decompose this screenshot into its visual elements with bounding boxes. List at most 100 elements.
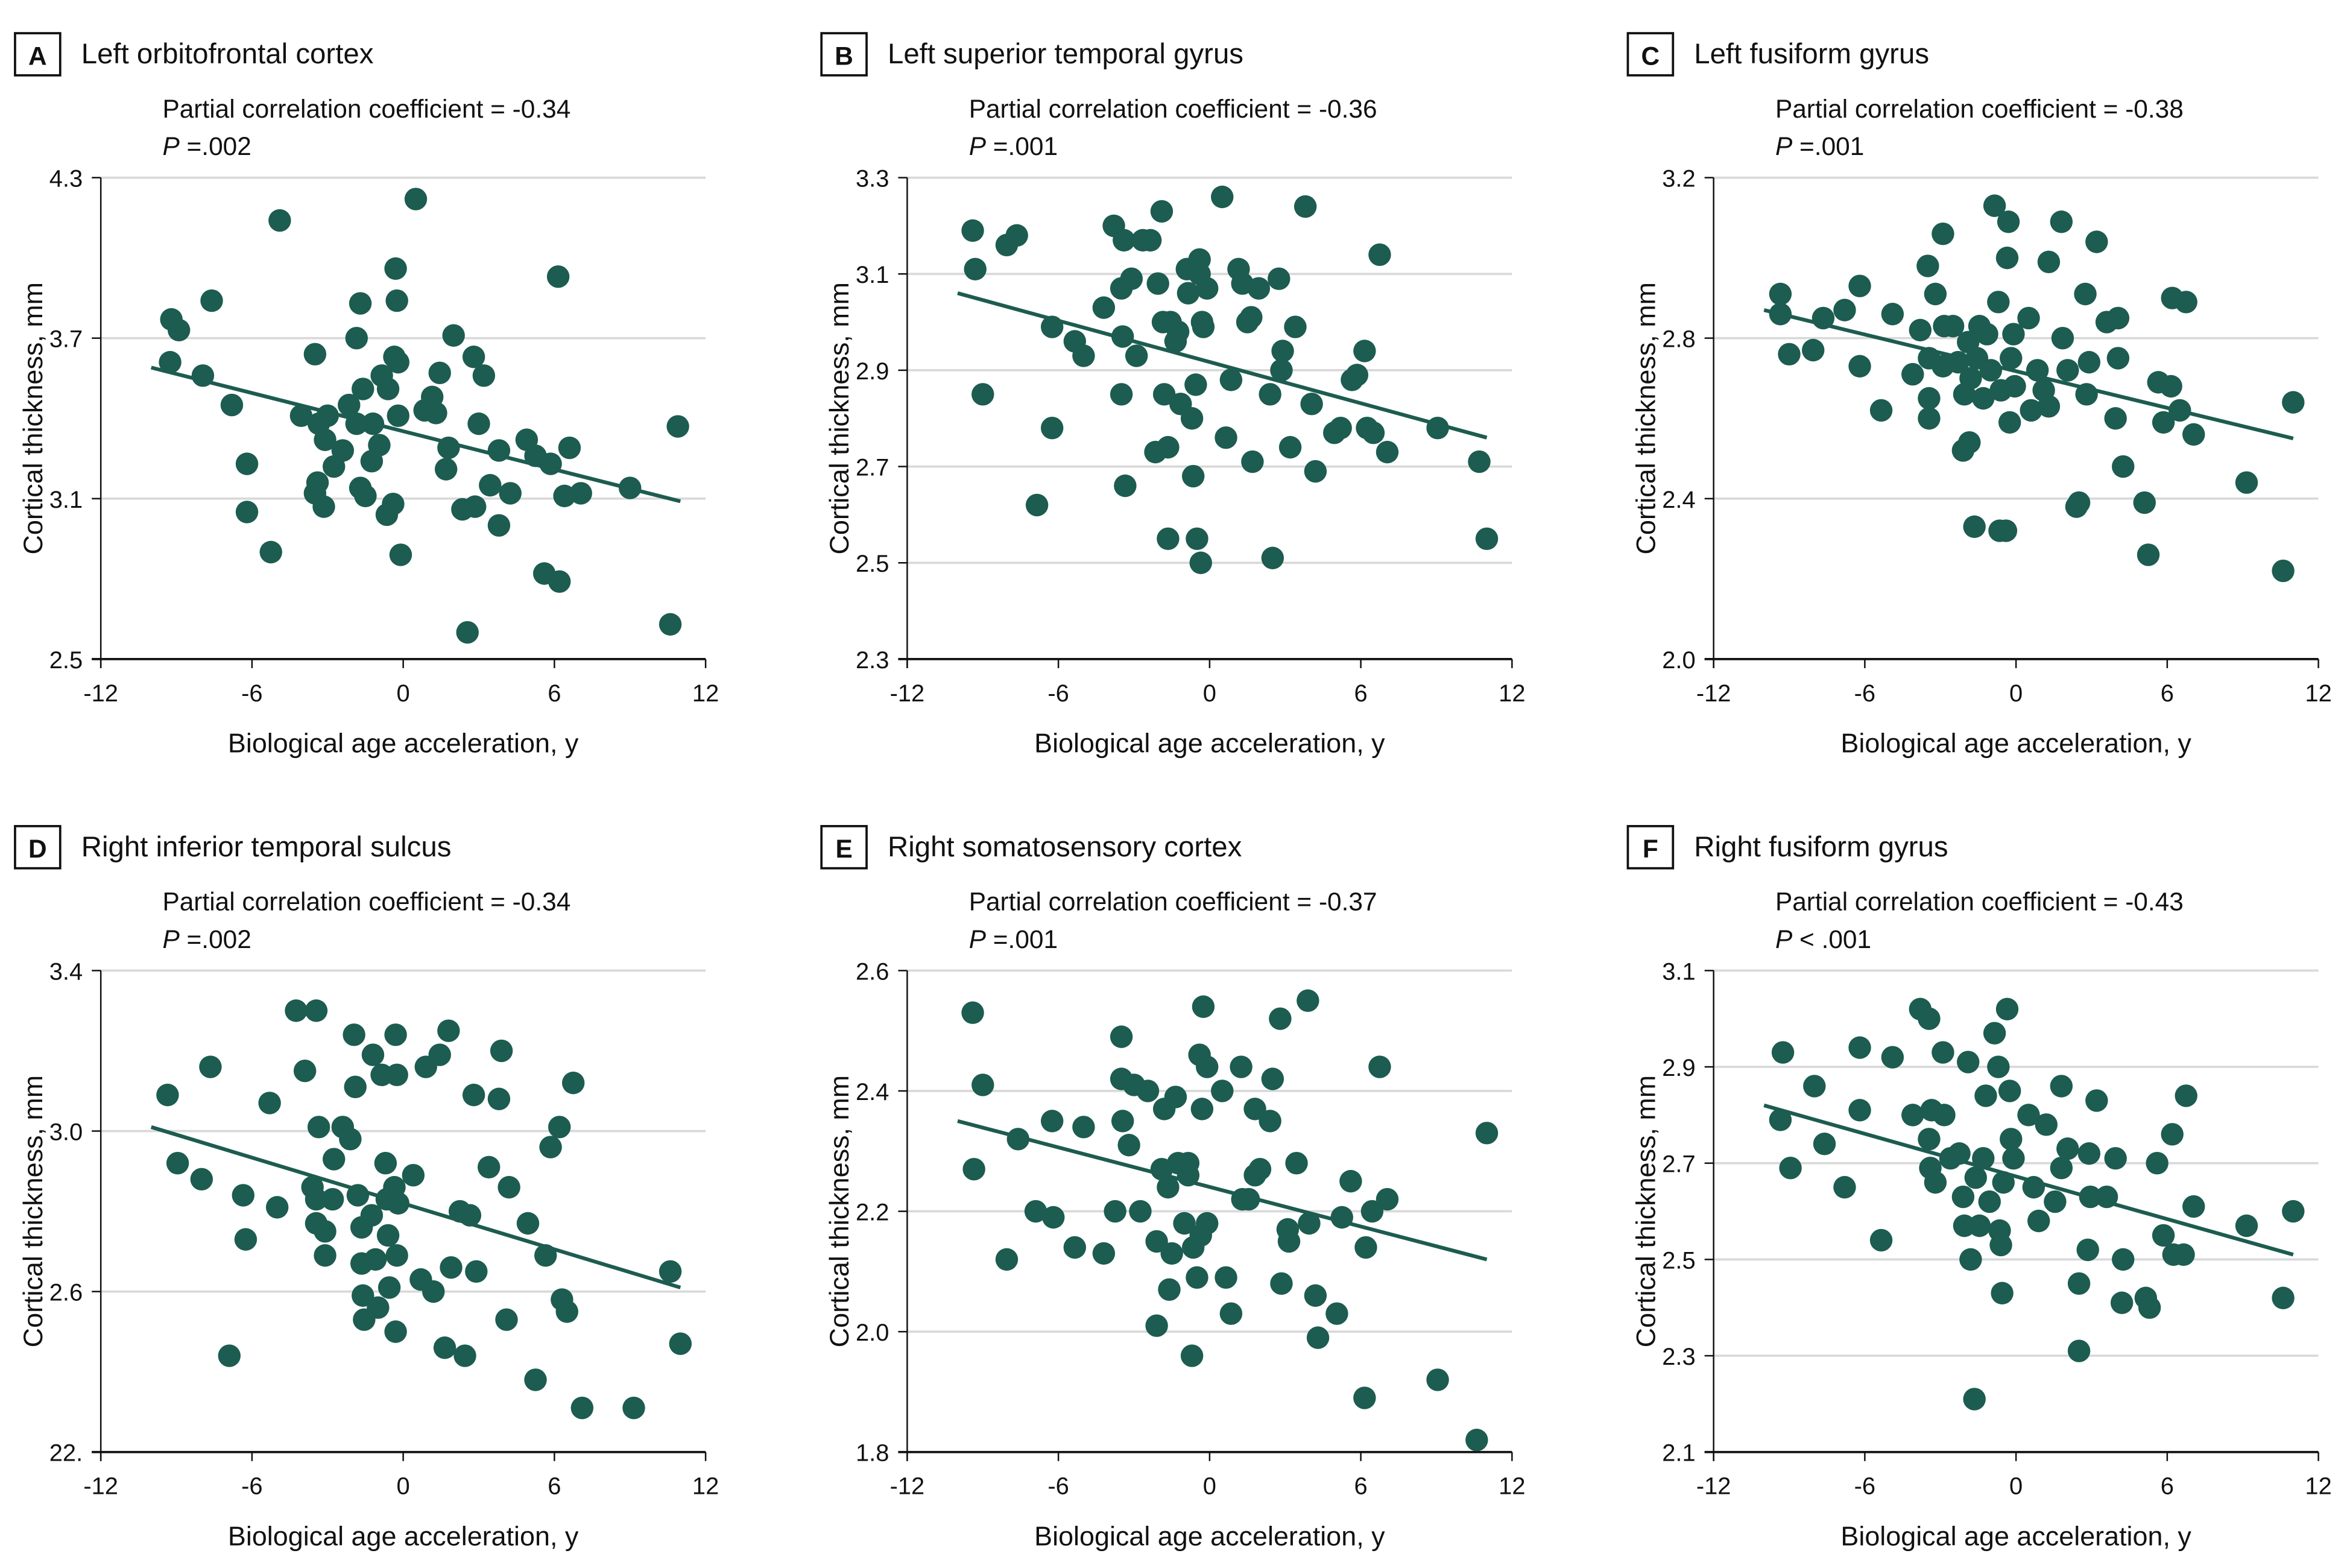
y-tick-label: 2.4 [1662, 487, 1695, 513]
data-point [1924, 1171, 1947, 1194]
data-point [1180, 407, 1204, 430]
data-point [1963, 1388, 1986, 1411]
data-point [1152, 383, 1176, 406]
y-tick-label: 3.4 [49, 958, 83, 985]
data-point [1164, 1086, 1187, 1108]
regression-line [957, 1119, 1488, 1262]
data-point [1277, 1230, 1301, 1253]
data-point [2035, 1113, 2058, 1136]
x-tick-label: -6 [1047, 680, 1069, 707]
y-tick-label: 3.0 [49, 1119, 83, 1145]
data-point [2172, 1243, 2195, 1266]
data-point [1110, 1025, 1133, 1048]
panel-d: D Right inferior temporal sulcus Partial c… [14, 824, 719, 1551]
data-point [402, 1163, 425, 1187]
data-point [1188, 248, 1211, 271]
data-point [1998, 1080, 2021, 1102]
data-point [2067, 1339, 2091, 1362]
data-point [1881, 303, 1904, 326]
data-point [1190, 1098, 1214, 1121]
panel-label-box [14, 824, 62, 870]
x-axis-label: Biological age acceleration, y [1840, 1520, 2191, 1551]
data-point [384, 1320, 407, 1343]
data-point [289, 404, 313, 428]
data-point [2037, 395, 2061, 418]
y-axis-label: Cortical thickness, mm [824, 282, 854, 554]
p-value-text: =.002 [180, 132, 251, 160]
data-point [1117, 1134, 1140, 1157]
data-point [1092, 296, 1116, 319]
data-point [303, 343, 327, 366]
data-point [382, 492, 405, 516]
data-point [1992, 1171, 2015, 1194]
y-tick-label: 2.1 [1662, 1440, 1695, 1467]
data-point [569, 482, 592, 505]
panel-label-box [1626, 32, 1675, 77]
regression-line [957, 291, 1488, 440]
panel-label-box [820, 824, 868, 870]
data-point [322, 1148, 346, 1171]
data-point [2159, 375, 2182, 398]
y-tick-label: 3.1 [1662, 958, 1695, 985]
y-tick-label: 2.9 [1662, 1055, 1695, 1081]
data-point [1329, 417, 1352, 440]
data-point [962, 1157, 985, 1181]
data-point [1158, 1278, 1181, 1301]
y-axis-label: Cortical thickness, mm [1630, 282, 1661, 554]
data-point [477, 1155, 501, 1179]
panel-letter: C [1641, 42, 1660, 70]
data-point [1475, 1122, 1499, 1145]
p-value: P =.002 [162, 925, 251, 953]
data-point [464, 495, 487, 518]
p-label: P [162, 925, 180, 953]
y-tick-label: 3.2 [1662, 166, 1695, 192]
p-value-text: =.001 [986, 925, 1058, 953]
data-point [1157, 435, 1180, 459]
data-point [200, 289, 223, 312]
data-point [479, 473, 502, 497]
data-point [331, 439, 355, 462]
data-point [385, 1244, 408, 1267]
data-point [516, 1212, 540, 1235]
data-point [2044, 1190, 2067, 1213]
y-tick-label: 1.8 [856, 1440, 889, 1467]
data-point [1848, 1036, 1871, 1059]
data-point [1987, 291, 2010, 314]
data-point [265, 1196, 289, 1219]
data-point [2106, 306, 2130, 330]
data-point [218, 1344, 241, 1367]
data-point [1918, 387, 1941, 410]
data-point [1933, 1104, 1956, 1127]
data-point [1259, 1110, 1281, 1133]
data-point [1186, 527, 1208, 551]
data-point [1932, 222, 1954, 245]
data-point [2133, 491, 2156, 514]
panel-letter: D [28, 835, 47, 863]
data-point [2050, 1075, 2073, 1098]
data-point [1916, 254, 1939, 277]
data-point [1040, 417, 1064, 440]
data-point [2175, 1084, 2197, 1107]
data-point [1924, 282, 1947, 306]
data-point [1215, 1266, 1237, 1289]
y-tick-label: 2.4 [856, 1079, 889, 1105]
data-point [190, 1168, 213, 1191]
data-point [338, 393, 361, 417]
data-point [1230, 1055, 1252, 1078]
data-point [1025, 493, 1049, 517]
data-point [1269, 1007, 1292, 1030]
p-label: P [1775, 925, 1793, 953]
data-point [259, 540, 282, 564]
x-tick-label: 0 [397, 1473, 410, 1500]
p-value-text: =.001 [1792, 132, 1864, 160]
data-point [659, 613, 682, 636]
data-point [360, 1204, 384, 1227]
data-point [1139, 229, 1162, 252]
panel-title: Left fusiform gyrus [1694, 38, 1929, 70]
x-tick-label: -12 [83, 680, 118, 707]
data-point [1268, 267, 1290, 290]
y-tick-label: 4.3 [49, 166, 83, 192]
data-point [2067, 491, 2091, 514]
correlation-stat: Partial correlation coefficient = -0.34 [162, 95, 570, 123]
data-point [354, 484, 377, 508]
